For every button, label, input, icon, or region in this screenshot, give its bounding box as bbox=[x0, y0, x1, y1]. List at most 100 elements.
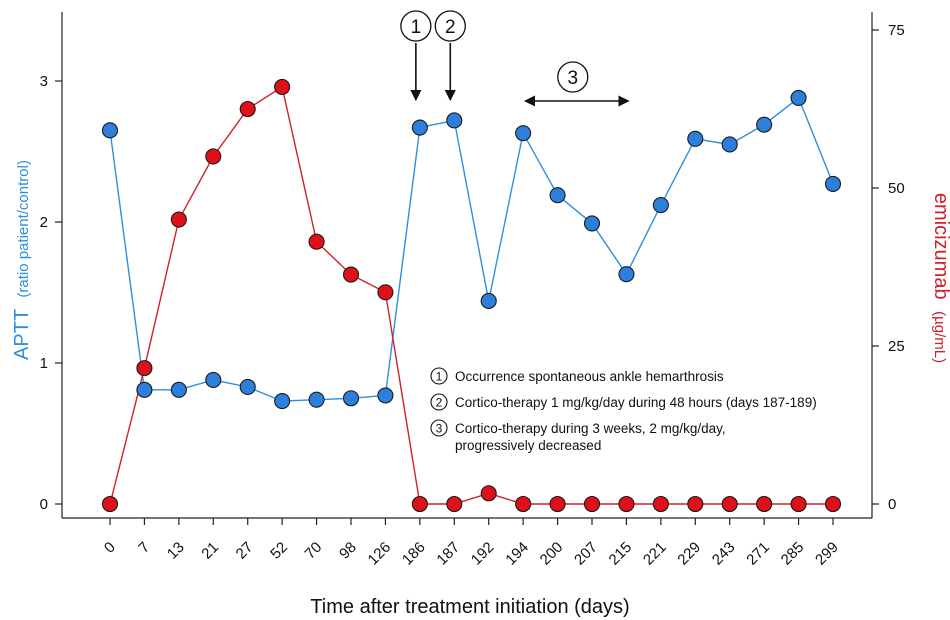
x-tick-label: 221 bbox=[640, 539, 670, 569]
x-tick-label: 186 bbox=[399, 539, 429, 569]
y-left-tick-label: 2 bbox=[40, 214, 48, 231]
point-emicizumab bbox=[515, 495, 532, 513]
point-APTT bbox=[824, 175, 842, 192]
point-APTT bbox=[721, 136, 738, 153]
point-emicizumab bbox=[446, 495, 463, 513]
point-APTT bbox=[687, 130, 704, 147]
x-tick-label: 207 bbox=[571, 539, 601, 569]
event-marker-circle-3 bbox=[557, 61, 589, 93]
y-left-tick-label: 1 bbox=[40, 355, 48, 372]
x-tick-label: 7 bbox=[135, 539, 153, 557]
series-line-emicizumab bbox=[109, 85, 833, 505]
point-APTT bbox=[446, 112, 463, 129]
y-left-label-unit: (ratio patient/control) bbox=[15, 160, 32, 298]
point-emicizumab bbox=[618, 495, 635, 513]
point-APTT bbox=[377, 387, 394, 404]
point-APTT bbox=[618, 266, 635, 283]
x-tick-label: 285 bbox=[778, 539, 808, 569]
point-APTT bbox=[583, 215, 601, 232]
y-right-tick-label: 0 bbox=[888, 496, 896, 513]
legend-text-3-line2: progressively decreased bbox=[455, 438, 601, 453]
x-tick-label: 70 bbox=[302, 539, 326, 563]
event-marker-number-2: 2 bbox=[445, 17, 456, 38]
y-left-tick-label: 3 bbox=[40, 73, 48, 90]
legend-text-1: Occurrence spontaneous ankle hemarthrosi… bbox=[455, 369, 724, 384]
y-left-axis-label: APTT (ratio patient/control) bbox=[11, 160, 33, 360]
y-right-tick-label: 50 bbox=[888, 180, 905, 197]
x-tick-label: 243 bbox=[709, 539, 739, 569]
event-marker-circle-2 bbox=[434, 10, 466, 42]
point-APTT bbox=[342, 390, 360, 407]
point-APTT bbox=[652, 197, 669, 214]
y-right-axis-label: emicizumab (µg/mL) bbox=[930, 193, 950, 363]
series-lines bbox=[109, 85, 834, 505]
x-tick-label: 215 bbox=[606, 539, 636, 569]
point-emicizumab bbox=[721, 495, 738, 513]
point-APTT bbox=[170, 381, 187, 398]
legend-text-2: Cortico-therapy 1 mg/kg/day during 48 ho… bbox=[455, 395, 817, 410]
point-emicizumab bbox=[205, 148, 222, 165]
point-APTT bbox=[136, 381, 153, 398]
series-points bbox=[101, 78, 842, 513]
y-left-label-main: APTT bbox=[11, 309, 33, 360]
y-left-tick-label: 0 bbox=[40, 496, 48, 513]
legend-circle-1 bbox=[430, 367, 448, 385]
point-emicizumab bbox=[411, 495, 428, 513]
y-right-label-main: emicizumab bbox=[930, 193, 950, 300]
point-emicizumab bbox=[652, 495, 669, 513]
x-tick-label: 0 bbox=[101, 539, 119, 557]
event-marker-circle-1 bbox=[400, 10, 432, 42]
point-APTT bbox=[756, 116, 773, 133]
series-line-APTT bbox=[109, 96, 834, 402]
x-tick-label: 229 bbox=[674, 539, 704, 569]
point-emicizumab bbox=[583, 495, 601, 513]
point-APTT bbox=[101, 122, 119, 139]
point-emicizumab bbox=[756, 495, 773, 513]
point-emicizumab bbox=[239, 100, 256, 118]
point-APTT bbox=[411, 119, 428, 136]
legend-circle-2 bbox=[430, 393, 448, 411]
point-emicizumab bbox=[824, 495, 842, 513]
legend-number-3: 3 bbox=[436, 422, 443, 436]
point-emicizumab bbox=[549, 495, 566, 513]
x-tick-label: 27 bbox=[233, 539, 257, 563]
point-emicizumab bbox=[308, 233, 325, 250]
legend-number-2: 2 bbox=[436, 396, 443, 410]
point-APTT bbox=[239, 378, 256, 396]
point-APTT bbox=[274, 393, 291, 410]
y-right-tick-label: 25 bbox=[888, 338, 905, 355]
point-emicizumab bbox=[136, 360, 153, 377]
event-markers: 1 2 3 bbox=[400, 10, 630, 107]
point-emicizumab bbox=[170, 211, 187, 228]
legend-number-1: 1 bbox=[436, 370, 443, 384]
x-tick-label: 52 bbox=[267, 539, 291, 563]
x-axis-label: Time after treatment initiation (days) bbox=[310, 596, 629, 618]
point-emicizumab bbox=[101, 495, 119, 513]
point-APTT bbox=[480, 292, 497, 310]
point-emicizumab bbox=[480, 485, 497, 502]
legend-circle-3 bbox=[430, 419, 448, 437]
point-APTT bbox=[515, 125, 532, 142]
x-tick-label: 21 bbox=[198, 539, 222, 563]
legend-text-3: Cortico-therapy during 3 weeks, 2 mg/kg/… bbox=[455, 421, 726, 436]
x-tick-label: 98 bbox=[336, 539, 360, 563]
point-emicizumab bbox=[342, 266, 360, 283]
x-tick-label: 271 bbox=[743, 539, 773, 569]
y-right-label-unit: (µg/mL) bbox=[931, 311, 948, 363]
point-emicizumab bbox=[790, 495, 807, 513]
event-marker-number-3: 3 bbox=[567, 68, 578, 89]
point-APTT bbox=[549, 187, 566, 204]
point-APTT bbox=[308, 391, 325, 408]
y-right-tick-label: 75 bbox=[888, 22, 905, 39]
point-APTT bbox=[205, 371, 222, 388]
x-tick-label: 126 bbox=[365, 539, 395, 569]
x-tick-label: 299 bbox=[812, 539, 842, 569]
point-APTT bbox=[790, 89, 807, 106]
x-tick-label: 13 bbox=[164, 539, 188, 563]
point-emicizumab bbox=[274, 78, 291, 95]
legend: 1 Occurrence spontaneous ankle hemarthros… bbox=[430, 367, 817, 453]
x-tick-label: 194 bbox=[502, 539, 532, 569]
x-tick-label: 200 bbox=[537, 539, 567, 569]
